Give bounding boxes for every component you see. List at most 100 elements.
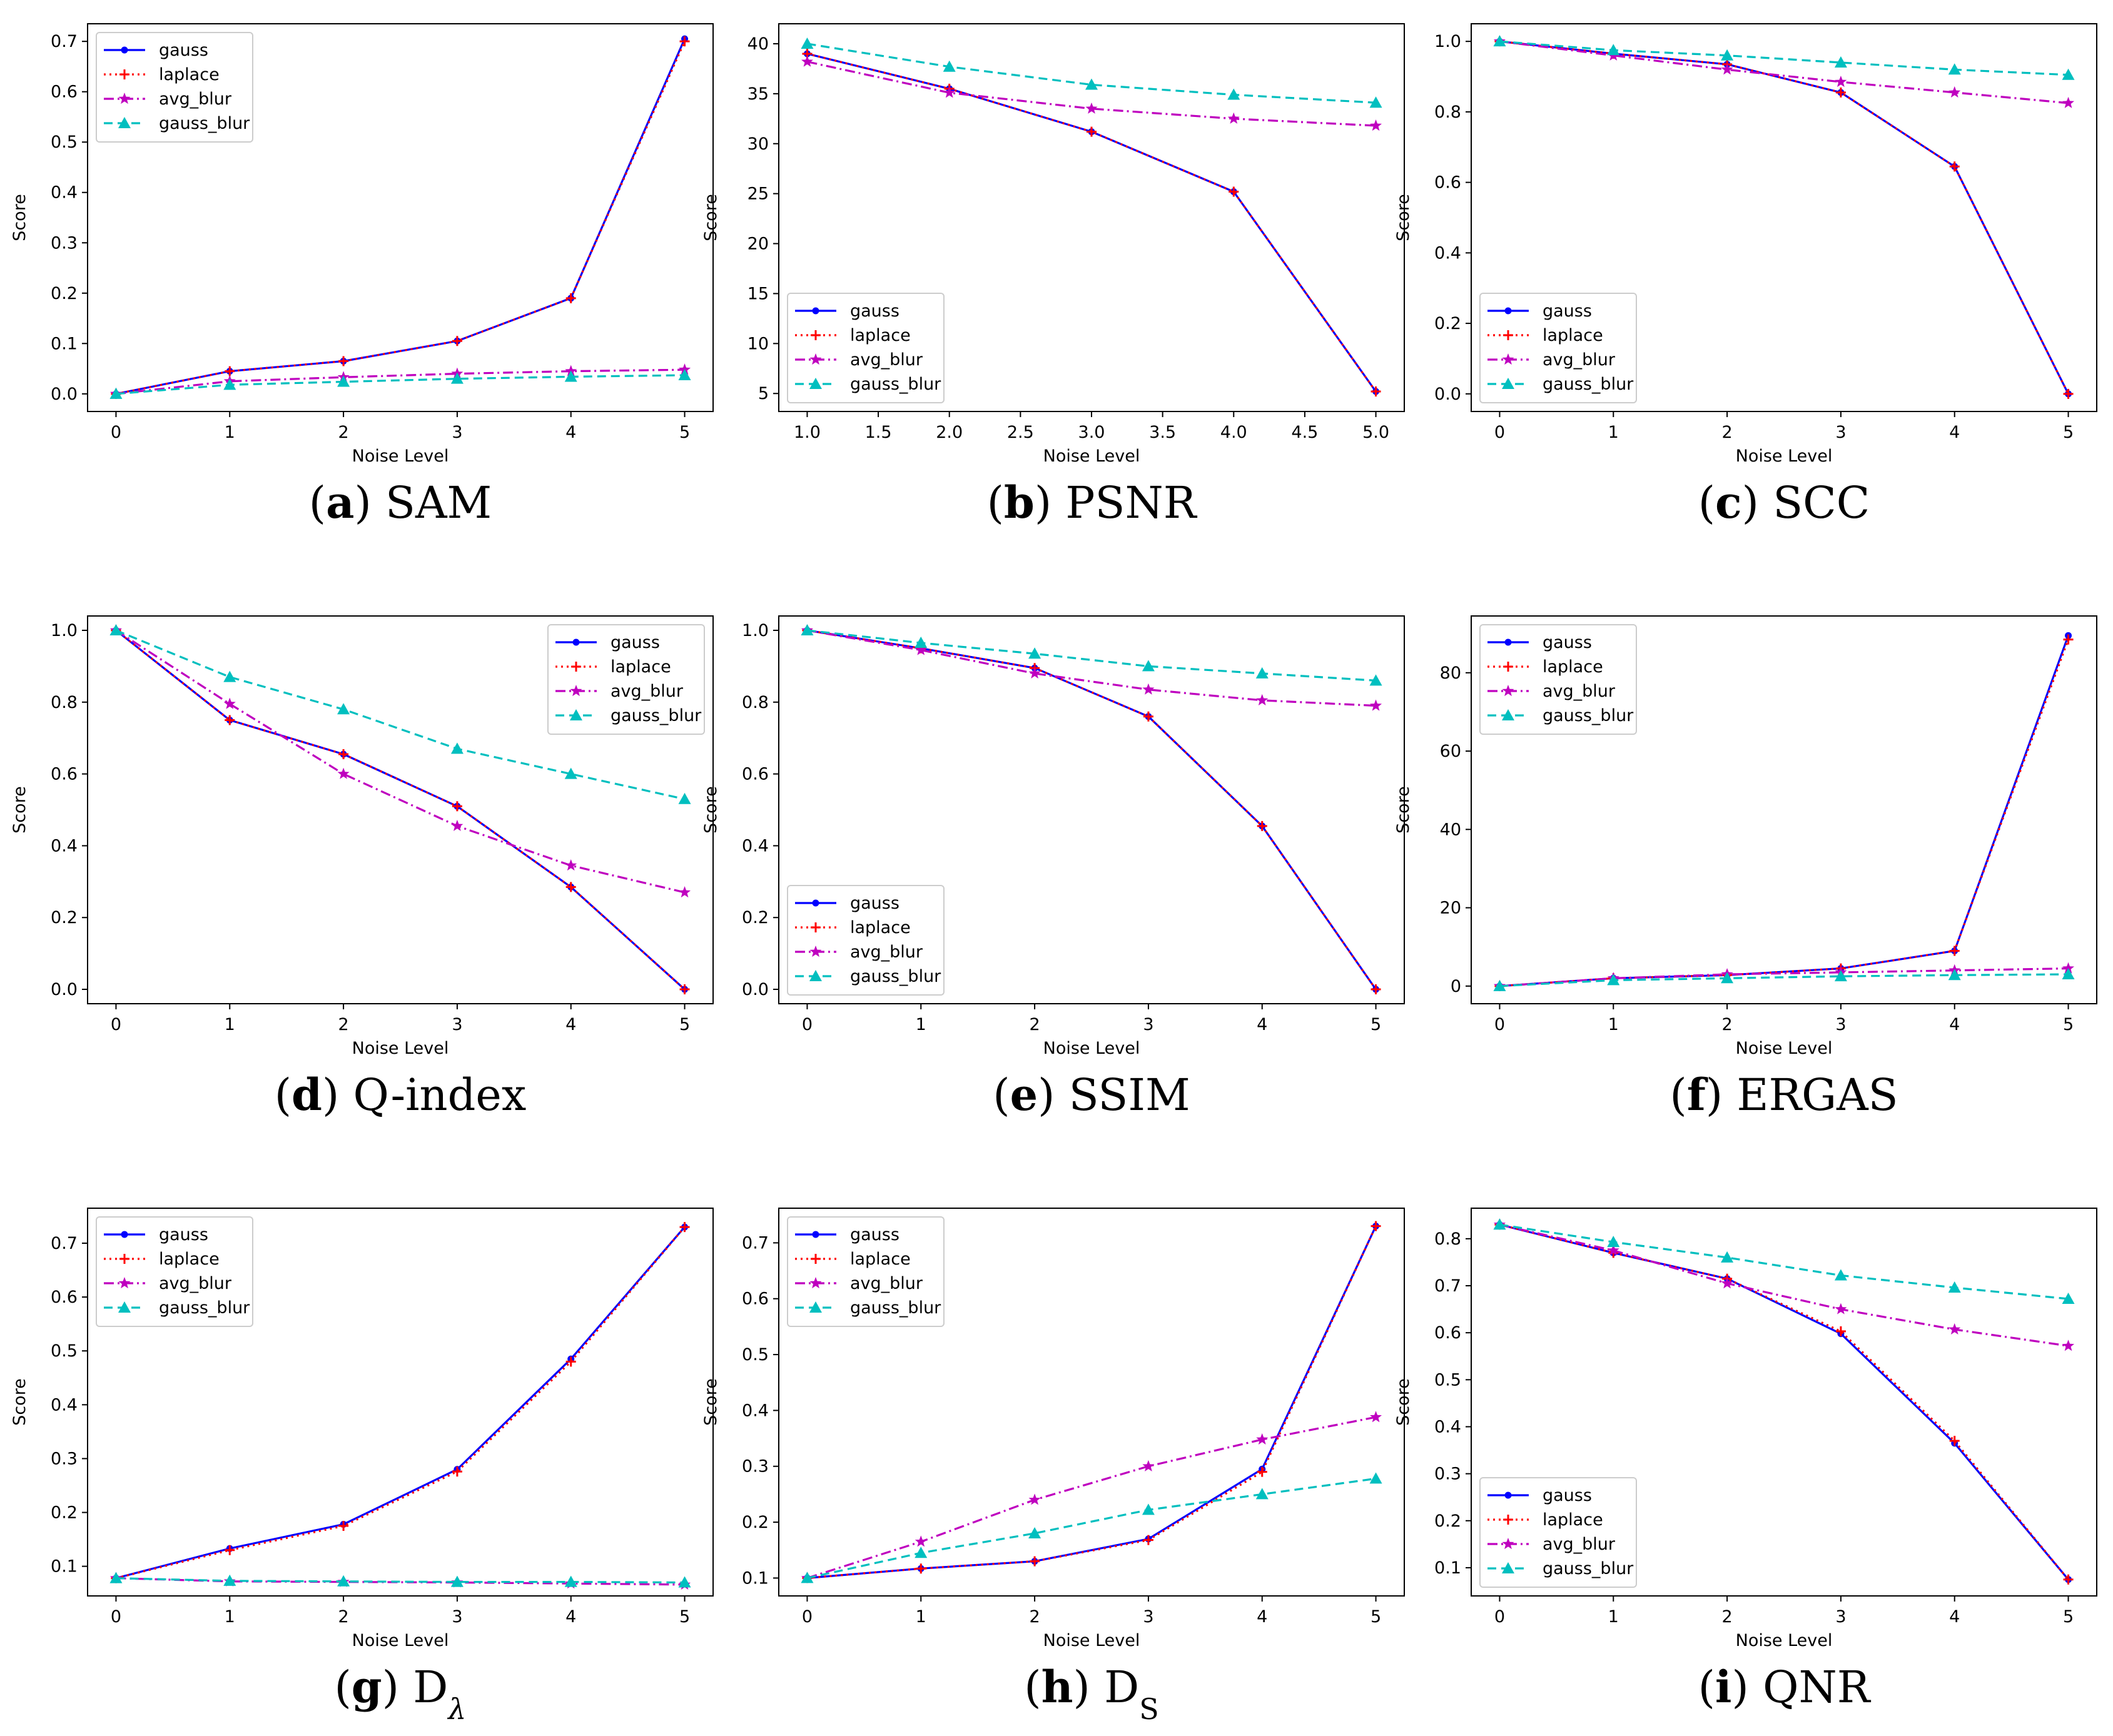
caption-paren-open: ( <box>1024 1662 1041 1713</box>
legend: gauss laplace avg_blur gauss_blur <box>1479 293 1637 403</box>
x-tick-label: 3 <box>1835 1607 1846 1627</box>
legend-label-avg_blur: avg_blur <box>1543 682 1616 701</box>
data-point-gauss_blur <box>109 623 123 635</box>
data-point-gauss_blur <box>450 372 464 384</box>
data-point-avg_blur <box>1227 112 1240 124</box>
legend-label-laplace: laplace <box>850 326 911 345</box>
legend-label-laplace: laplace <box>1543 657 1603 677</box>
x-tick-label: 1 <box>225 1607 235 1627</box>
data-point-avg_blur <box>1370 1411 1382 1423</box>
x-tick-label: 2 <box>1721 1607 1732 1627</box>
data-point-gauss_blur <box>109 387 123 399</box>
panel-caption: (b) PSNR <box>987 477 1198 528</box>
data-point-gauss_blur <box>801 1572 814 1583</box>
legend-label-gauss: gauss <box>1543 301 1592 321</box>
legend-label-laplace: laplace <box>159 65 220 84</box>
y-tick-label: 0.2 <box>1434 314 1461 333</box>
series-line-gauss <box>115 629 686 991</box>
data-point-gauss_blur <box>564 1575 577 1587</box>
legend-marker-gauss_blur <box>118 1301 131 1313</box>
legend-label-avg_blur: avg_blur <box>159 1274 232 1293</box>
legend-label-gauss: gauss <box>850 1225 899 1244</box>
y-tick-label: 0.2 <box>51 1503 78 1523</box>
data-point-laplace <box>1030 1556 1040 1567</box>
x-tick-label: 1 <box>1608 1015 1619 1034</box>
caption-title: SCC <box>1759 477 1870 528</box>
data-point-gauss_blur <box>915 637 928 648</box>
y-tick-label: 0.0 <box>1434 385 1461 404</box>
x-tick-label: 3 <box>1835 1015 1846 1034</box>
caption-letter: g <box>352 1661 382 1713</box>
series-line-laplace <box>1499 1223 2069 1580</box>
data-point-gauss_blur <box>1493 35 1506 47</box>
data-point-laplace <box>225 1545 235 1555</box>
legend: gauss laplace avg_blur gauss_blur <box>96 32 253 143</box>
y-tick-label: 0.1 <box>1434 1558 1461 1578</box>
caption-paren-open: ( <box>275 1069 291 1121</box>
data-point-laplace <box>1257 820 1267 831</box>
data-point-laplace <box>225 366 235 376</box>
data-point-gauss_blur <box>1493 1218 1506 1230</box>
data-point-avg_blur <box>223 697 236 709</box>
y-axis-label: Score <box>1394 786 1413 834</box>
data-point-laplace <box>452 1466 462 1477</box>
caption-paren-open: ( <box>993 1069 1010 1121</box>
y-tick-label: 0.6 <box>51 1288 78 1307</box>
y-tick-label: 0.5 <box>1434 1370 1461 1390</box>
data-point-laplace <box>1835 87 1846 98</box>
data-point-laplace <box>1229 186 1239 197</box>
series-line-gauss <box>1499 1223 2069 1580</box>
data-point-gauss_blur <box>450 742 464 754</box>
series-line-avg_blur <box>115 629 685 894</box>
legend-label-laplace: laplace <box>850 918 911 937</box>
y-tick-label: 0.2 <box>742 908 769 927</box>
series-line-laplace <box>1499 40 2069 395</box>
data-point-gauss_blur <box>1142 1503 1155 1515</box>
data-point-gauss_blur <box>1721 49 1734 61</box>
legend-label-laplace: laplace <box>159 1249 220 1269</box>
caption-paren-open: ( <box>1670 1069 1686 1121</box>
x-tick-label: 2.0 <box>936 423 963 442</box>
legend-label-laplace: laplace <box>611 657 671 677</box>
y-tick-label: 1.0 <box>51 621 78 640</box>
series-line-laplace <box>116 1226 686 1580</box>
y-tick-label: 20 <box>1440 899 1461 918</box>
plot-frame <box>1471 1208 2097 1597</box>
legend-marker-gauss <box>812 307 819 315</box>
y-tick-label: 0.5 <box>51 1341 78 1361</box>
legend-label-avg_blur: avg_blur <box>850 350 923 370</box>
y-tick-label: 0.6 <box>51 83 78 102</box>
legend-label-avg_blur: avg_blur <box>159 89 232 109</box>
legend: gauss laplace avg_blur gauss_blur <box>787 293 945 403</box>
plot-frame <box>87 23 714 412</box>
y-tick-label: 0.0 <box>742 980 769 999</box>
legend-label-gauss: gauss <box>1543 633 1592 652</box>
data-point-laplace <box>338 356 349 366</box>
caption-paren-open: ( <box>987 477 1004 528</box>
y-tick-label: 0.4 <box>742 1401 769 1420</box>
legend: gauss laplace avg_blur gauss_blur <box>96 1216 253 1327</box>
y-tick-label: 60 <box>1440 742 1461 761</box>
legend-marker-gauss <box>1504 1491 1512 1499</box>
data-point-avg_blur <box>915 643 927 655</box>
data-point-gauss_blur <box>678 1576 691 1588</box>
data-point-gauss_blur <box>1255 1488 1269 1500</box>
series-line-laplace <box>807 53 1377 392</box>
legend-label-gauss: gauss <box>850 301 899 321</box>
caption-paren-close: ) <box>1073 1662 1090 1713</box>
series-line-gauss_blur <box>807 629 1376 682</box>
caption-letter: i <box>1715 1661 1732 1713</box>
y-tick-label: 0.8 <box>1434 103 1461 122</box>
legend-frame <box>1479 1477 1637 1588</box>
data-point-gauss_blur <box>1085 78 1098 90</box>
series-line-avg_blur <box>116 1577 685 1586</box>
x-tick-label: 5 <box>2063 423 2074 442</box>
series-line-gauss_blur <box>807 1477 1376 1579</box>
legend-marker-avg_blur <box>1502 353 1514 365</box>
data-point-laplace <box>338 1521 349 1532</box>
y-axis-label: Score <box>701 194 721 241</box>
x-tick-label: 3.0 <box>1078 423 1105 442</box>
data-point-gauss_blur <box>1255 667 1269 679</box>
legend-marker-gauss <box>812 899 819 907</box>
